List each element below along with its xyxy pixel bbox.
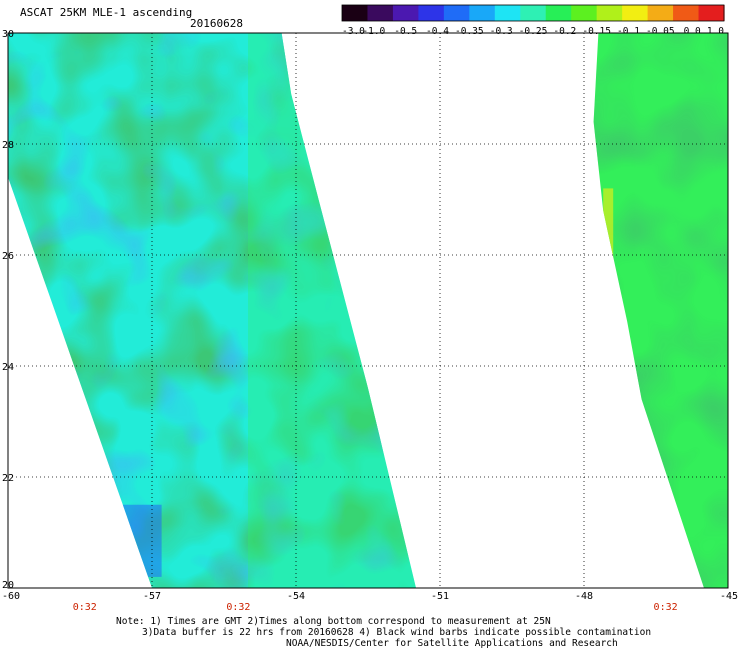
colorbar-segment bbox=[469, 5, 496, 21]
lon-tick-label: -54 bbox=[287, 591, 305, 602]
note-line-3: NOAA/NESDIS/Center for Satellite Applica… bbox=[286, 638, 618, 649]
colorbar-segment bbox=[596, 5, 623, 21]
lat-tick-label: 30 bbox=[2, 29, 14, 40]
colorbar-label: -0.2 bbox=[553, 26, 576, 37]
time-label: 0:32 bbox=[226, 602, 250, 613]
lat-tick-label: 28 bbox=[2, 140, 14, 151]
colorbar-label: -3.0 bbox=[342, 26, 365, 37]
lon-tick-label: -60 bbox=[2, 591, 20, 602]
lon-tick-label: -51 bbox=[431, 591, 449, 602]
note-line-2: 3)Data buffer is 22 hrs from 20160628 4)… bbox=[142, 627, 652, 638]
colorbar-label: -0.05 bbox=[646, 26, 675, 37]
colorbar: -3.0-1.0 -0.5 -0.4 -0.35 -0.3 -0.25 -0.2 -0.15-… bbox=[341, 4, 725, 37]
colorbar-label: 1.0 bbox=[707, 26, 724, 37]
colorbar-segment bbox=[647, 5, 674, 21]
map-frame bbox=[7, 32, 729, 589]
colorbar-segment bbox=[571, 5, 598, 21]
colorbar-segment bbox=[673, 5, 700, 21]
lat-tick-label: 26 bbox=[2, 251, 14, 262]
colorbar-segment bbox=[443, 5, 470, 21]
colorbar-segment bbox=[494, 5, 521, 21]
colorbar-label: 0.0 bbox=[684, 26, 701, 37]
colorbar-label: -0.25 bbox=[519, 26, 548, 37]
colorbar-segment bbox=[392, 5, 419, 21]
lat-tick-label: 24 bbox=[2, 362, 14, 373]
colorbar-label: -0.5 bbox=[394, 26, 417, 37]
colorbar-segment bbox=[342, 5, 369, 21]
lon-tick-label: -45 bbox=[720, 591, 738, 602]
product-title: ASCAT 25KM MLE-1 ascending bbox=[20, 6, 193, 19]
colorbar-segment bbox=[367, 5, 394, 21]
lon-tick-label: -57 bbox=[143, 591, 161, 602]
colorbar-segment bbox=[698, 5, 725, 21]
colorbar-segment bbox=[545, 5, 572, 21]
colorbar-segment bbox=[622, 5, 649, 21]
time-labels: 0:32 0:32 0:32 bbox=[73, 602, 678, 613]
colorbar-label: -0.1 bbox=[617, 26, 640, 37]
colorbar-label: -0.35 bbox=[455, 26, 484, 37]
time-label: 0:32 bbox=[654, 602, 678, 613]
colorbar-label: -0.3 bbox=[490, 26, 513, 37]
product-date: 20160628 bbox=[190, 17, 243, 30]
colorbar-label: -0.4 bbox=[426, 26, 449, 37]
lat-tick-label: 20 bbox=[2, 580, 14, 591]
colorbar-label: -1.0 bbox=[362, 26, 385, 37]
lon-tick-label: -48 bbox=[575, 591, 593, 602]
time-label: 0:32 bbox=[73, 602, 97, 613]
lat-tick-label: 22 bbox=[2, 473, 14, 484]
note-line-1: Note: 1) Times are GMT 2)Times along bot… bbox=[116, 616, 551, 627]
colorbar-label: -0.15 bbox=[582, 26, 611, 37]
axis-tick-labels: -60 -57 -54 -51 -48 -45 30 28 26 24 22 20 bbox=[2, 29, 738, 602]
colorbar-segment bbox=[418, 5, 445, 21]
colorbar-segment bbox=[520, 5, 547, 21]
